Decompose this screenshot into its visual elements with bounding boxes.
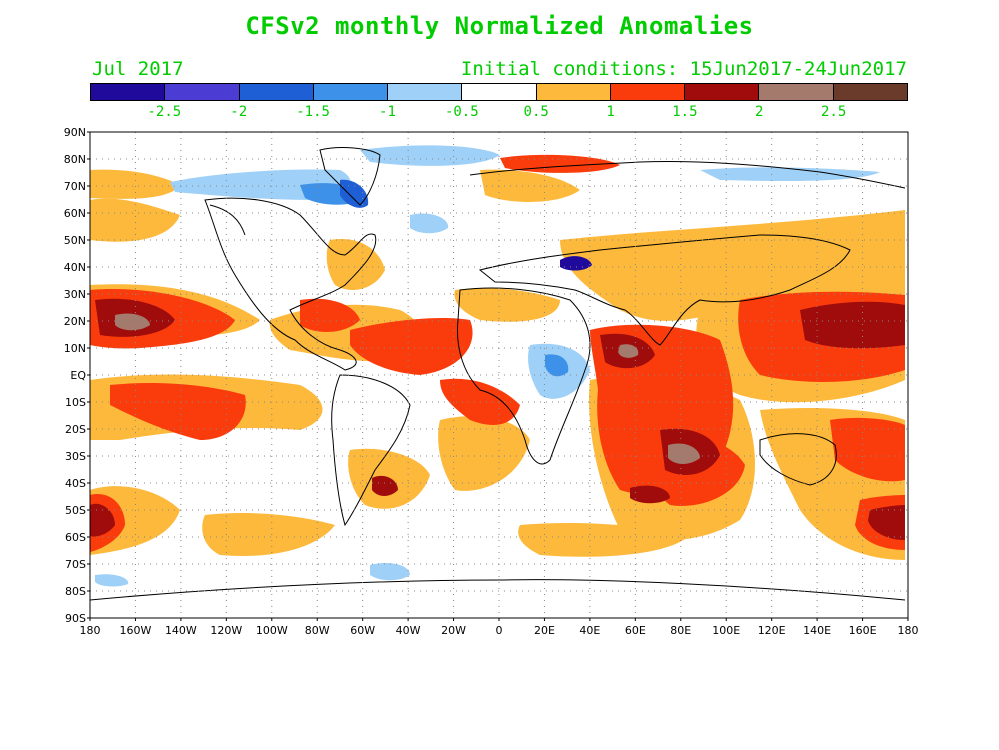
initial-conditions: Initial conditions: 15Jun2017-24Jun2017 [460, 58, 907, 80]
legend-swatch [759, 84, 834, 100]
longitude-label: 100W [256, 624, 288, 637]
legend-label: 1 [606, 104, 615, 120]
latitude-label: 80N [64, 153, 86, 166]
latitude-label: 50S [65, 504, 86, 517]
latitude-label: 60S [65, 531, 86, 544]
longitude-label: 40W [396, 624, 421, 637]
longitude-label: 140E [803, 624, 831, 637]
legend-label: -2 [230, 104, 248, 120]
longitude-label: 160W [120, 624, 152, 637]
anomaly-high4-regions [115, 313, 700, 464]
color-legend-bar [90, 83, 908, 101]
latitude-label: 20N [64, 315, 86, 328]
latitude-label: 30N [64, 288, 86, 301]
longitude-label: 20W [441, 624, 466, 637]
legend-swatch [685, 84, 760, 100]
longitude-label: 40E [579, 624, 600, 637]
anomaly-low4-regions [560, 256, 592, 271]
legend-swatch [833, 84, 907, 100]
legend-label: -0.5 [444, 104, 479, 120]
latitude-label: 90S [65, 612, 86, 625]
longitude-label: 20E [534, 624, 555, 637]
latitude-label: 40S [65, 477, 86, 490]
longitude-label: 180 [80, 624, 101, 637]
graticule [90, 132, 908, 618]
latitude-label: 70N [64, 180, 86, 193]
legend-label: 2.5 [820, 104, 847, 120]
longitude-label: 60W [350, 624, 375, 637]
legend-swatch [388, 84, 463, 100]
longitude-label: 60E [625, 624, 646, 637]
legend-label: -1 [379, 104, 396, 120]
longitude-label: 100E [712, 624, 740, 637]
longitude-label: 80W [305, 624, 330, 637]
latitude-label: 90N [64, 126, 86, 139]
legend-swatch [610, 84, 686, 100]
legend-label: 1.5 [672, 104, 698, 120]
legend-swatch [239, 84, 314, 100]
latitude-label: 60N [64, 207, 86, 220]
color-legend-labels: -2.5 -2 -1.5 -1 -0.5 0.5 1 1.5 2 2.5 [90, 104, 908, 122]
latitude-label: 10S [65, 396, 86, 409]
latitude-label: 70S [65, 558, 86, 571]
coastlines [90, 147, 906, 601]
longitude-label: 160E [849, 624, 877, 637]
legend-swatch [536, 84, 611, 100]
longitude-label: 180 [898, 624, 919, 637]
legend-swatch [91, 84, 166, 100]
legend-swatch [313, 84, 389, 100]
latitude-label: 30S [65, 450, 86, 463]
latitude-label: EQ [70, 369, 86, 382]
legend-label: -1.5 [296, 104, 330, 120]
latitude-label: 20S [65, 423, 86, 436]
legend-swatch [165, 84, 240, 100]
latitude-label: 50N [64, 234, 86, 247]
longitude-label: 120W [210, 624, 242, 637]
forecast-month: Jul 2017 [92, 58, 184, 80]
latitude-label: 40N [64, 261, 86, 274]
longitude-label: 140W [165, 624, 197, 637]
longitude-label: 80E [670, 624, 691, 637]
map-title: CFSv2 monthly Normalized Anomalies [245, 12, 754, 40]
legend-label: 0.5 [523, 104, 549, 120]
legend-label: -2.5 [147, 104, 182, 120]
legend-swatch [462, 84, 537, 100]
latitude-labels: 90N 80N 70N 60N 50N 40N 30N 20N 10N EQ 10S 20S 30S 40… [64, 126, 90, 625]
latitude-label: 10N [64, 342, 86, 355]
legend-label: 2 [755, 104, 764, 120]
longitude-labels: 180 160W 140W 120W 100W 80W 60W 40W 20W 0 20E 40E 60… [80, 618, 919, 637]
longitude-label: 120E [758, 624, 786, 637]
anomaly-low3-regions [340, 179, 369, 208]
latitude-label: 80S [65, 585, 86, 598]
longitude-label: 0 [496, 624, 503, 637]
